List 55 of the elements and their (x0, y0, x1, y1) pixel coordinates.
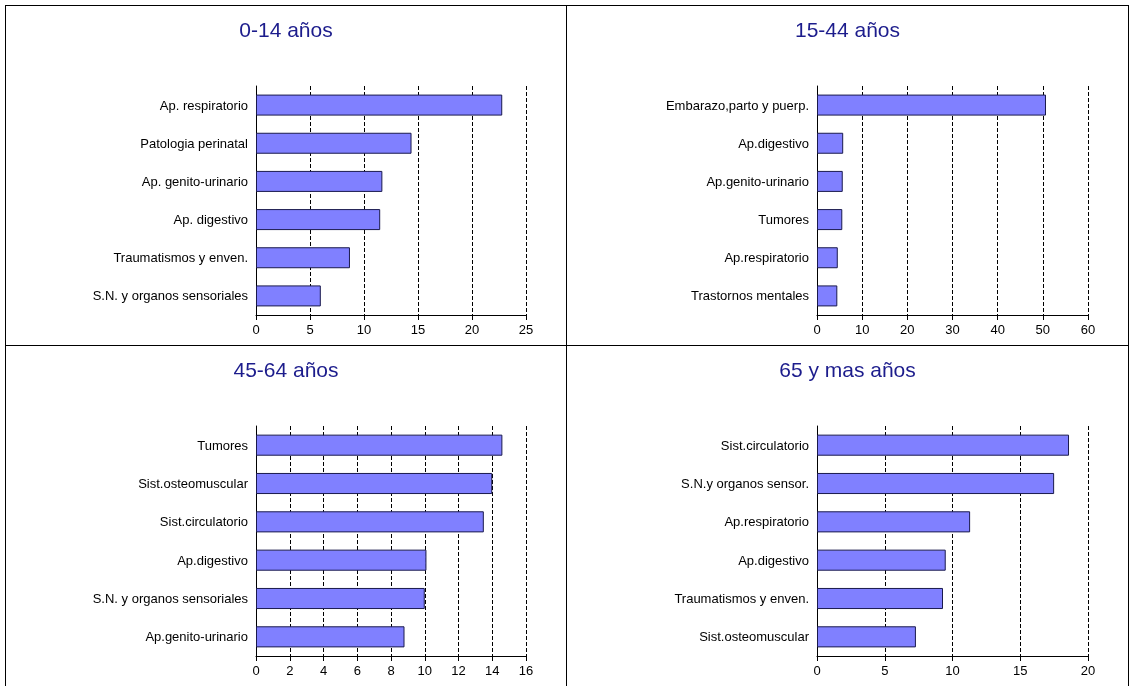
chart-title: 65 y mas años (779, 358, 916, 381)
y-tick-label: Ap. genito-urinario (141, 173, 248, 189)
y-tick-label: Ap.genito-urinario (145, 629, 248, 645)
x-tick-label: 10 (417, 663, 432, 678)
x-tick-label: 0 (813, 322, 821, 337)
y-tick-label: Trastornos mentales (690, 288, 810, 304)
y-tick-label: Traumatismos y enven. (113, 250, 248, 266)
y-tick-label: Embarazo,parto y puerp. (665, 97, 809, 113)
x-tick-label: 0 (252, 322, 260, 337)
x-tick-label: 40 (990, 322, 1005, 337)
y-tick-label: Sist.osteomuscular (138, 476, 249, 491)
x-tick-label: 10 (945, 663, 960, 678)
x-tick-label: 15 (1013, 663, 1028, 678)
chart-title: 15-44 años (794, 18, 901, 41)
x-tick-label: 8 (387, 663, 395, 678)
x-tick-label: 10 (854, 322, 870, 337)
x-tick-label: 16 (518, 663, 534, 678)
y-tick-label: Patologia perinatal (140, 135, 249, 151)
x-tick-label: 60 (1080, 322, 1096, 337)
x-tick-label: 20 (1080, 663, 1096, 678)
y-tick-label: Sist.circulatorio (720, 437, 809, 453)
y-tick-label: S.N.y organos sensor. (681, 476, 809, 491)
y-tick-label: Ap.digestivo (738, 552, 809, 568)
chart-title: 0-14 años (239, 18, 333, 41)
y-tick-label: Tumores (197, 437, 249, 453)
y-tick-label: S.N. y organos sensoriales (92, 591, 249, 606)
x-tick-label: 30 (945, 322, 960, 337)
y-tick-label: Ap.respiratorio (724, 514, 809, 530)
x-tick-label: 6 (353, 663, 361, 678)
x-tick-label: 50 (1035, 322, 1051, 337)
x-tick-label: 14 (485, 663, 500, 678)
x-tick-label: 0 (813, 663, 821, 678)
x-tick-label: 15 (410, 322, 426, 337)
y-tick-label: Ap.genito-urinario (706, 173, 809, 189)
x-tick-label: 20 (900, 322, 915, 337)
x-tick-label: 5 (306, 322, 314, 337)
y-tick-label: Ap.digestivo (177, 552, 248, 568)
y-tick-label: Ap.respiratorio (724, 250, 809, 266)
x-tick-label: 5 (881, 663, 889, 678)
y-tick-label: Sist.circulatorio (159, 514, 248, 530)
chart-title: 45-64 años (233, 358, 339, 381)
x-tick-label: 25 (518, 322, 534, 337)
x-tick-label: 20 (464, 322, 480, 337)
x-tick-label: 2 (286, 663, 294, 678)
y-tick-label: Ap.digestivo (738, 135, 809, 151)
x-tick-label: 4 (319, 663, 328, 678)
y-tick-label: S.N. y organos sensoriales (92, 288, 249, 304)
x-tick-label: 10 (356, 322, 372, 337)
x-tick-label: 0 (252, 663, 260, 678)
y-tick-label: Traumatismos y enven. (674, 591, 809, 606)
y-tick-label: Ap. digestivo (173, 212, 248, 228)
x-tick-label: 12 (451, 663, 466, 678)
y-tick-label: Tumores (758, 212, 810, 228)
y-tick-label: Ap. respiratorio (159, 97, 248, 113)
y-tick-label: Sist.osteomuscular (699, 629, 810, 645)
